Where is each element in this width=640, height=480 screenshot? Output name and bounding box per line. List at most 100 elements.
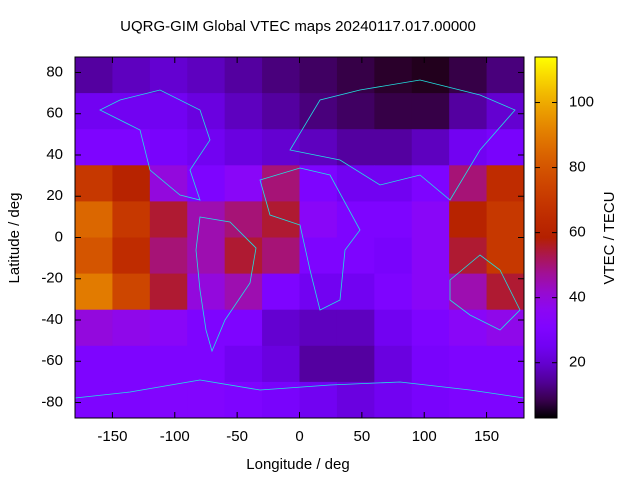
colorbar-tick-label: 20 xyxy=(569,354,586,371)
coastline xyxy=(449,254,521,331)
heatmap-cell xyxy=(449,165,488,202)
heatmap-cell xyxy=(224,237,263,275)
heatmap-cell xyxy=(299,309,338,347)
chart-title: UQRG-GIM Global VTEC maps 20240117.017.0… xyxy=(120,18,476,35)
heatmap-cell xyxy=(149,57,188,94)
heatmap-cell xyxy=(299,165,338,202)
heatmap-cell xyxy=(411,273,450,311)
heatmap-cell xyxy=(374,201,413,238)
heatmap-cell xyxy=(75,129,113,166)
heatmap-cell xyxy=(411,345,450,383)
y-tick-label: -40 xyxy=(41,311,63,328)
heatmap-cell xyxy=(449,129,488,166)
heatmap-cell xyxy=(486,309,525,347)
heatmap-cell xyxy=(374,129,413,166)
heatmap-cell xyxy=(336,129,375,166)
heatmap-cell xyxy=(112,237,151,275)
heatmap-cell xyxy=(374,237,413,275)
heatmap-cell xyxy=(262,57,300,94)
coastline xyxy=(195,216,257,353)
heatmap-cell xyxy=(486,345,525,383)
heatmap-cell xyxy=(336,57,375,94)
heatmap-cell xyxy=(262,309,300,347)
y-tick-label: 20 xyxy=(46,187,63,204)
heatmap-cell xyxy=(262,237,300,275)
colorbar-tick-label: 40 xyxy=(569,289,586,306)
heatmap-cell xyxy=(262,93,300,130)
heatmap-cell xyxy=(112,309,151,347)
heatmap-cell xyxy=(112,381,151,419)
heatmap-cell xyxy=(75,57,113,94)
heatmap-cell xyxy=(75,345,113,383)
heatmap-cell xyxy=(224,93,263,130)
heatmap-cell xyxy=(187,237,226,275)
colorbar-tick-label: 60 xyxy=(569,224,586,241)
heatmap-cell xyxy=(224,57,263,94)
heatmap-cell xyxy=(374,309,413,347)
heatmap-cell xyxy=(262,129,300,166)
x-tick-label: 100 xyxy=(412,428,437,445)
heatmap-cell xyxy=(224,345,263,383)
coastline xyxy=(289,79,516,201)
heatmap-cell xyxy=(299,57,338,94)
heatmap-cell xyxy=(336,345,375,383)
heatmap-cell xyxy=(374,273,413,311)
coastline xyxy=(74,379,525,399)
heatmap-cell xyxy=(149,201,188,238)
colorbar-tick-label: 100 xyxy=(569,94,594,111)
heatmap-cell xyxy=(449,309,488,347)
heatmap-cell xyxy=(374,345,413,383)
heatmap-cell xyxy=(112,345,151,383)
heatmap-cell xyxy=(112,165,151,202)
heatmap-cell xyxy=(374,93,413,130)
heatmap-cell xyxy=(299,345,338,383)
heatmap-cell xyxy=(187,345,226,383)
heatmap-cell xyxy=(262,201,300,238)
y-tick-label: -60 xyxy=(41,352,63,369)
heatmap-cell xyxy=(336,381,375,419)
heatmap-cell xyxy=(224,129,263,166)
colorbar-tick-label: 80 xyxy=(569,159,586,176)
heatmap-cell xyxy=(262,381,300,419)
x-tick-label: 0 xyxy=(295,428,303,445)
heatmap-cell xyxy=(187,165,226,202)
heatmap-cell xyxy=(486,129,525,166)
coastlines xyxy=(74,79,525,399)
heatmap-cell xyxy=(449,273,488,311)
heatmap-cell xyxy=(411,201,450,238)
heatmap-cell xyxy=(411,237,450,275)
heatmap-cell xyxy=(411,309,450,347)
heatmap-cell xyxy=(112,57,151,94)
x-tick-label: -100 xyxy=(160,428,190,445)
x-tick-label: 50 xyxy=(354,428,371,445)
heatmap-cell xyxy=(449,93,488,130)
heatmap-cell xyxy=(262,345,300,383)
heatmap-cell xyxy=(187,273,226,311)
x-tick-label: -150 xyxy=(97,428,127,445)
heatmap-cell xyxy=(75,309,113,347)
heatmap-cell xyxy=(299,201,338,238)
heatmap-cell xyxy=(149,309,188,347)
heatmap-cell xyxy=(336,237,375,275)
heatmap-cell xyxy=(336,93,375,130)
heatmap-cell xyxy=(411,381,450,419)
heatmap-cell xyxy=(75,237,113,275)
heatmap-cell xyxy=(224,381,263,419)
heatmap-cell xyxy=(262,165,300,202)
heatmap-cell xyxy=(149,381,188,419)
heatmap-cell xyxy=(449,201,488,238)
heatmap-cell xyxy=(187,201,226,238)
heatmap-cell xyxy=(224,201,263,238)
x-tick-label: 150 xyxy=(474,428,499,445)
heatmap-cell xyxy=(187,57,226,94)
heatmap-cell xyxy=(75,201,113,238)
heatmap-cell xyxy=(149,165,188,202)
heatmap-cell xyxy=(299,381,338,419)
heatmap-cell xyxy=(187,309,226,347)
heatmap-cell xyxy=(486,93,525,130)
y-axis-label: Latitude / deg xyxy=(6,193,23,284)
coastline xyxy=(259,167,361,311)
heatmap-cell xyxy=(149,273,188,311)
colorbar-label: VTEC / TECU xyxy=(601,191,618,284)
